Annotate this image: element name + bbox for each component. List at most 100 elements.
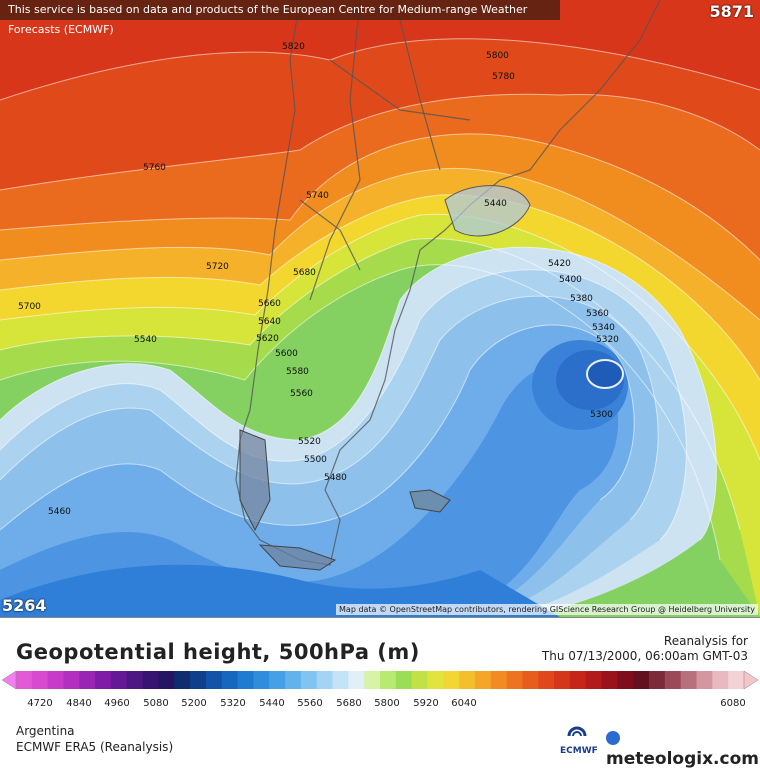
scale-swatch [79, 671, 96, 689]
scale-swatch [443, 671, 460, 689]
contour-label: 5720 [206, 262, 229, 272]
scale-swatch [300, 671, 318, 689]
contour-label: 5380 [570, 294, 593, 304]
brand-name: meteologix.com [606, 749, 759, 769]
scale-tick: 6080 [720, 698, 745, 709]
contour-label: 5820 [282, 42, 305, 52]
scale-tick: 5680 [336, 698, 361, 709]
scale-swatch [411, 671, 428, 689]
scale-swatch [364, 671, 381, 689]
min-value-label: 5264 [2, 596, 47, 615]
scale-swatch [459, 671, 476, 689]
scale-swatch [474, 671, 492, 689]
scale-tick: 5920 [413, 698, 438, 709]
scale-swatch [174, 671, 191, 689]
contour-label: 5800 [486, 51, 509, 61]
scale-swatch [427, 671, 444, 689]
scale-tick: 5800 [374, 698, 399, 709]
scale-tick: 4960 [104, 698, 129, 709]
contour-label: 5580 [286, 367, 309, 377]
scale-tick: 4720 [27, 698, 52, 709]
scale-swatch [253, 671, 270, 689]
scale-swatch [664, 671, 682, 689]
max-value-label: 5871 [709, 2, 754, 21]
contour-label: 5620 [256, 334, 279, 344]
meteologix-brand[interactable]: meteologix.com [606, 729, 760, 769]
scale-swatch [490, 671, 508, 689]
scale-swatch [649, 671, 666, 689]
scale-swatch [142, 671, 159, 689]
contour-label: 5400 [559, 275, 582, 285]
data-source-notice: This service is based on data and produc… [0, 0, 560, 36]
contour-label: 5700 [18, 302, 41, 312]
scale-swatch [712, 671, 729, 689]
geopotential-map: 5820 5800 5780 5760 5740 5720 5700 5680 … [0, 0, 760, 617]
scale-swatch [190, 671, 207, 689]
contour-label: 5780 [492, 72, 515, 82]
scale-swatch [31, 671, 49, 689]
scale-swatch [348, 671, 365, 689]
scale-swatch [269, 671, 286, 689]
scale-tick: 5560 [297, 698, 322, 709]
contour-label: 5440 [484, 199, 507, 209]
scale-swatch [158, 671, 175, 689]
map-attribution: Map data © OpenStreetMap contributors, r… [336, 604, 758, 615]
contour-label: 5760 [143, 163, 166, 173]
scale-swatch [506, 671, 523, 689]
scale-swatch [63, 671, 80, 689]
scale-swatch [126, 671, 144, 689]
scale-swatch [221, 671, 238, 689]
globe-icon [606, 731, 620, 745]
map-panel[interactable]: 5820 5800 5780 5760 5740 5720 5700 5680 … [0, 0, 760, 617]
scale-swatch [617, 671, 634, 689]
contour-label: 5460 [48, 507, 71, 517]
contour-label: 5480 [324, 473, 347, 483]
scale-swatch [522, 671, 539, 689]
scale-swatch [110, 671, 128, 689]
scale-swatch [285, 671, 302, 689]
scale-swatch [47, 671, 64, 689]
scale-swatch [680, 671, 697, 689]
color-scale: 4720 4840 4960 5080 5200 5320 5440 5560 … [1, 670, 759, 709]
contour-label: 5500 [304, 455, 327, 465]
contour-label: 5640 [258, 317, 281, 327]
contour-label: 5520 [298, 437, 321, 447]
ecmwf-logo[interactable]: ECMWF [560, 726, 598, 758]
scale-swatch [696, 671, 713, 689]
scale-swatch [205, 671, 223, 689]
model-label: ECMWF ERA5 (Reanalysis) [16, 740, 174, 754]
scale-swatch [16, 671, 33, 689]
run-time: Thu 07/13/2000, 06:00am GMT-03 [541, 649, 748, 663]
contour-label: 5540 [134, 335, 157, 345]
contour-label: 5420 [548, 259, 571, 269]
contour-label: 5660 [258, 299, 281, 309]
contour-label: 5320 [596, 335, 619, 345]
scale-swatch [601, 671, 618, 689]
scale-tick: 5440 [259, 698, 284, 709]
scale-swatch [395, 671, 413, 689]
contour-label: 5360 [586, 309, 609, 319]
scale-swatch [237, 671, 254, 689]
scale-tick: 5200 [181, 698, 206, 709]
scale-swatch [95, 671, 112, 689]
scale-swatch [585, 671, 602, 689]
contour-label: 5740 [306, 191, 329, 201]
scale-swatch [332, 671, 349, 689]
ecmwf-logo-text: ECMWF [560, 746, 598, 756]
scale-tick: 5320 [220, 698, 245, 709]
contour-label: 5680 [293, 268, 316, 278]
ecmwf-logo-icon [567, 726, 587, 737]
scale-swatch [554, 671, 571, 689]
legend-panel: Geopotential height, 500hPa (m) Reanalys… [0, 617, 760, 769]
region-label: Argentina [16, 724, 75, 738]
contour-label: 5600 [275, 349, 298, 359]
parameter-title: Geopotential height, 500hPa (m) [16, 640, 420, 664]
contour-label: 5560 [290, 389, 313, 399]
scale-tick: 6040 [451, 698, 476, 709]
scale-high-arrow [743, 670, 759, 690]
scale-swatch [316, 671, 333, 689]
scale-swatch [538, 671, 555, 689]
scale-low-arrow [1, 670, 17, 690]
scale-tick: 4840 [66, 698, 91, 709]
